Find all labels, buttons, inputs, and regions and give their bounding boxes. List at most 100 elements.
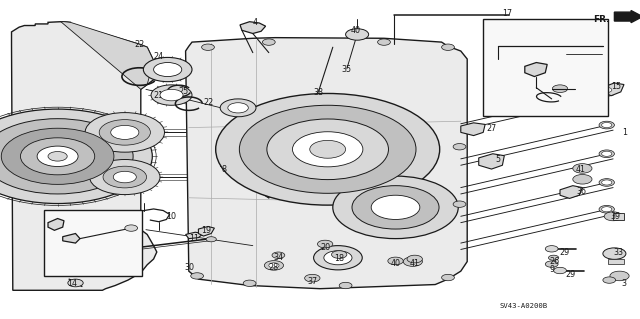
Text: 9: 9 <box>549 265 554 274</box>
Circle shape <box>151 85 192 105</box>
Text: 39: 39 <box>611 212 621 221</box>
Circle shape <box>453 144 466 150</box>
Circle shape <box>305 274 320 282</box>
Text: 7: 7 <box>547 63 552 71</box>
Text: 13: 13 <box>70 234 81 243</box>
Polygon shape <box>608 259 624 264</box>
Circle shape <box>292 132 363 167</box>
Polygon shape <box>479 154 504 169</box>
Text: 21: 21 <box>154 91 164 100</box>
Polygon shape <box>240 22 266 33</box>
Text: 34: 34 <box>273 253 284 262</box>
Circle shape <box>267 119 388 180</box>
Text: 23: 23 <box>233 104 243 113</box>
Circle shape <box>125 225 138 231</box>
Circle shape <box>314 246 362 270</box>
Text: 29: 29 <box>566 270 576 279</box>
Text: 40: 40 <box>390 259 401 268</box>
Text: 16: 16 <box>536 41 546 50</box>
Circle shape <box>228 103 248 113</box>
Text: 25: 25 <box>178 87 188 96</box>
Circle shape <box>339 282 352 289</box>
Text: 24: 24 <box>154 52 164 61</box>
Circle shape <box>272 252 285 258</box>
Circle shape <box>403 257 422 266</box>
Text: 22: 22 <box>204 98 214 107</box>
Circle shape <box>599 121 614 129</box>
Text: 26: 26 <box>550 257 560 266</box>
Circle shape <box>352 186 439 229</box>
Circle shape <box>99 120 150 145</box>
Text: 28: 28 <box>269 263 279 272</box>
Circle shape <box>610 271 629 281</box>
Circle shape <box>599 179 614 186</box>
Text: 2: 2 <box>569 50 574 59</box>
Circle shape <box>0 119 133 194</box>
Polygon shape <box>461 123 485 136</box>
Circle shape <box>602 122 612 128</box>
Circle shape <box>573 164 592 173</box>
Text: 3: 3 <box>621 279 627 288</box>
Text: 15: 15 <box>611 82 621 91</box>
Circle shape <box>113 171 136 183</box>
Circle shape <box>371 195 420 219</box>
Text: 37: 37 <box>307 277 317 286</box>
Circle shape <box>378 39 390 45</box>
Circle shape <box>603 248 626 259</box>
Text: 6: 6 <box>556 81 561 90</box>
Circle shape <box>407 255 422 263</box>
Circle shape <box>143 57 192 82</box>
FancyArrow shape <box>614 11 640 23</box>
Text: 5: 5 <box>495 155 500 164</box>
Text: 8: 8 <box>221 165 227 174</box>
Text: FR.: FR. <box>593 15 610 24</box>
Circle shape <box>160 89 183 101</box>
Circle shape <box>602 87 612 93</box>
Text: 20: 20 <box>320 243 330 252</box>
Polygon shape <box>525 63 547 77</box>
Text: 30: 30 <box>184 263 195 272</box>
Circle shape <box>599 150 614 158</box>
Text: 36: 36 <box>576 187 586 196</box>
Circle shape <box>602 207 612 212</box>
Text: 17: 17 <box>502 9 513 18</box>
Circle shape <box>603 277 616 283</box>
Text: 41: 41 <box>410 259 420 268</box>
Circle shape <box>68 279 83 287</box>
Circle shape <box>243 280 256 286</box>
Bar <box>44 210 142 276</box>
Bar <box>483 19 608 116</box>
Circle shape <box>154 63 182 77</box>
Circle shape <box>604 212 622 221</box>
Polygon shape <box>12 22 157 290</box>
Polygon shape <box>61 22 154 89</box>
Text: 12: 12 <box>51 219 61 228</box>
Polygon shape <box>198 226 214 236</box>
Polygon shape <box>63 234 80 243</box>
Circle shape <box>388 257 403 265</box>
Circle shape <box>599 205 614 213</box>
Text: 27: 27 <box>486 124 497 133</box>
Circle shape <box>442 44 454 50</box>
Circle shape <box>599 86 614 94</box>
Circle shape <box>333 176 458 239</box>
Circle shape <box>20 138 95 175</box>
Circle shape <box>346 29 369 40</box>
Circle shape <box>90 160 160 195</box>
Circle shape <box>552 85 568 93</box>
Polygon shape <box>613 213 624 220</box>
Circle shape <box>317 240 333 248</box>
Text: 41: 41 <box>576 165 586 174</box>
Polygon shape <box>48 219 64 230</box>
Text: 38: 38 <box>314 88 324 97</box>
Circle shape <box>602 151 612 156</box>
Circle shape <box>264 261 284 270</box>
Text: 29: 29 <box>559 248 570 257</box>
Circle shape <box>216 93 440 205</box>
Circle shape <box>442 274 454 281</box>
Circle shape <box>206 237 216 242</box>
Circle shape <box>103 166 147 188</box>
Text: 18: 18 <box>334 254 344 263</box>
Circle shape <box>545 246 558 252</box>
Circle shape <box>548 255 559 260</box>
